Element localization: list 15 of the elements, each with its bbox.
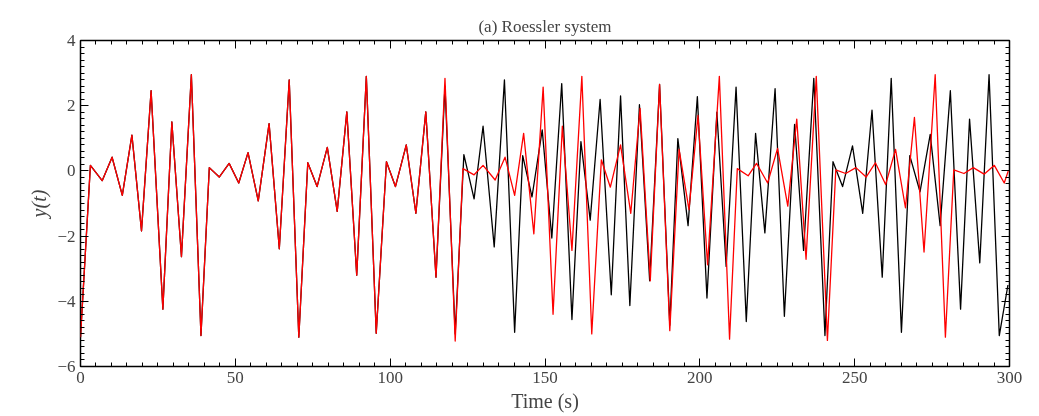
x-axis-title: Time (s) <box>511 389 579 413</box>
y-tick-label: 2 <box>67 96 76 116</box>
x-tick-label: 100 <box>377 367 403 387</box>
x-tick-label: 250 <box>841 367 868 387</box>
y-axis-title: y(t) <box>28 189 52 220</box>
x-tick-label: 50 <box>226 367 244 387</box>
y-tick-label: 4 <box>67 31 76 50</box>
chart-title: (a) Roessler system <box>478 16 612 36</box>
x-tick-label: 200 <box>687 367 713 387</box>
x-tick-label: 300 <box>996 367 1023 387</box>
y-tick-label: −4 <box>57 291 76 311</box>
y-tick-label: 0 <box>67 161 76 181</box>
y-tick-label: −2 <box>57 226 76 246</box>
y-tick-label: −6 <box>57 357 76 376</box>
x-tick-label: 150 <box>532 367 558 387</box>
